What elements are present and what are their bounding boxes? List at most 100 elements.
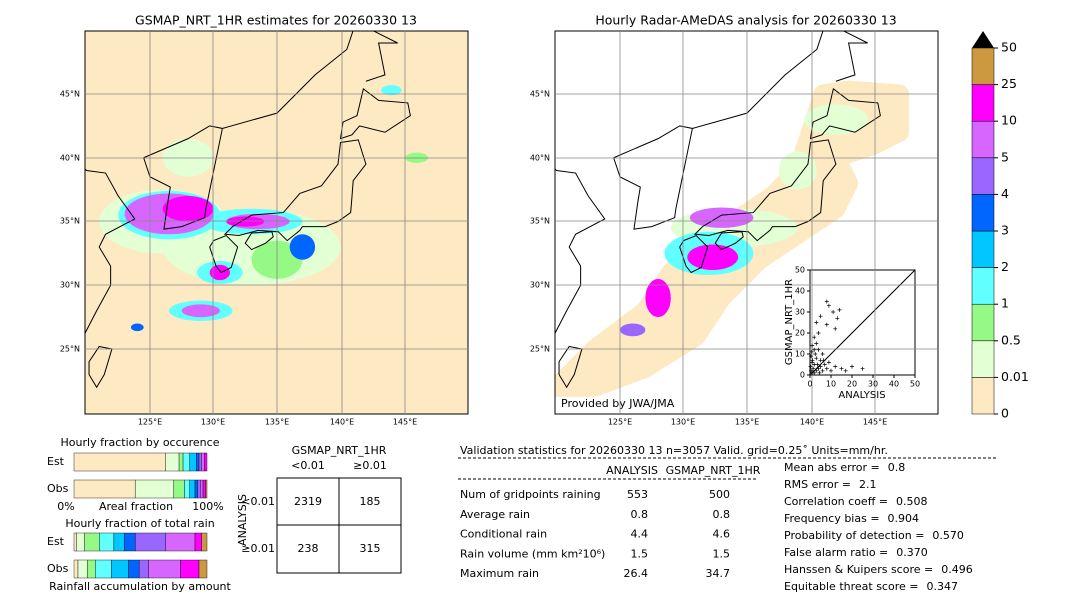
scatter-point [812,335,817,340]
x-tick-label: 0 [807,380,812,389]
colorbar-extend [972,31,994,48]
scatter-point [818,364,823,369]
colorbar-segment [971,84,995,122]
fraction-segment [87,559,96,579]
y-tick-label: 0 [800,371,805,380]
fraction-segment [198,559,208,579]
score-value: 0.8 [888,461,906,474]
score-label: Equitable threat score = [784,580,918,593]
lon-label: 135°E [265,418,289,427]
scatter-point [821,358,826,363]
fraction-segment [73,452,166,472]
fraction-segment [134,479,174,499]
score-label: Hanssen & Kuipers score = [784,563,933,576]
fraction-segment [77,559,88,579]
fraction-segment [99,532,115,552]
lat-label: 30°N [530,281,550,290]
map-frame [554,30,939,415]
fraction-segment [189,479,196,499]
lon-label: 145°E [863,418,887,427]
fraction-segment [204,452,208,472]
scatter-point [810,360,815,365]
scatter-point [817,370,822,375]
lat-label: 35°N [60,217,80,226]
fraction-segment [178,452,184,472]
map-frame [84,30,469,415]
rain-field [61,30,429,387]
lat-label: 40°N [60,154,80,163]
colorbar-label: 25 [1001,76,1017,91]
scatter-point [833,364,838,369]
row-label: Est [47,455,65,468]
row-label: <0.01 [241,495,275,508]
scatter-point [814,356,819,361]
x-tick-label: 40 [889,380,899,389]
colorbar-label: 1 [1001,296,1009,311]
fraction-segment [73,532,77,552]
stat-value: 0.8 [631,508,649,521]
cell: 238 [298,542,319,555]
fraction-segment [198,452,202,472]
map-title: GSMAP_NRT_1HR estimates for 20260330 13 [135,13,417,28]
colorbar-label: 3 [1001,223,1009,238]
stat-value: 1.5 [631,547,649,560]
stat-value: 1.5 [713,547,731,560]
x-tick-label: 20 [847,380,857,389]
colorbar-segment [971,377,995,415]
colorbar-label: 10 [1001,113,1017,128]
colorbar-segment [971,47,995,85]
row-label: ≥0.01 [241,542,275,555]
fraction-segment [194,479,198,499]
scatter-point [839,366,844,371]
stat-label: Maximum rain [460,567,539,580]
stat-label: Conditional rain [460,528,547,541]
colorbar-label: 0.01 [1001,369,1029,384]
scatter-point [850,364,854,369]
fraction-segment [165,532,196,552]
stat-value: 0.8 [713,508,731,521]
scatter-point [860,366,865,371]
y-tick-label: 30 [795,308,805,317]
stats-header: Validation statistics for 20260330 13 n=… [460,444,888,457]
right-map: Hourly Radar-AMeDAS analysis for 2026033… [554,13,939,415]
colorbar-label: 4 [1001,186,1009,201]
fraction-segment [113,532,125,552]
fraction-segment [173,479,185,499]
colorbar-label: 5 [1001,149,1009,164]
x-tick-label: 50 [910,380,920,389]
colorbar-segment [971,157,995,195]
fraction-segment [180,559,200,579]
scatter-point [831,310,836,314]
score-value: 0.508 [896,495,928,508]
lon-label: 140°E [800,418,824,427]
scatter-point [809,368,814,373]
score-value: 2.1 [859,478,877,491]
scatter-point [808,364,813,369]
scatter-point [809,349,814,354]
row-label: Obs [47,482,69,495]
x-tick-label: 10 [826,380,836,389]
colorbar-segment [971,120,995,159]
scatter-point [815,362,820,367]
credit: Provided by JWA/JMA [561,397,675,410]
fraction-segment [189,452,197,472]
y-tick-label: 50 [795,266,805,275]
score-label: Correlation coeff = [784,495,888,508]
colorbar-label: 50 [1001,40,1017,55]
scatter-point [826,360,831,365]
col-label: ≥0.01 [353,459,387,472]
scatter-point [824,299,829,304]
scatter-point [818,314,823,319]
fraction-segment [196,452,200,472]
axis-right: 100% [192,500,223,513]
row-label: Est [47,535,65,548]
score-label: Mean abs error = [784,461,880,474]
row-title: ANALYSIS [236,494,249,546]
axis-label: Areal fraction [99,500,173,513]
scatter-point [816,331,821,335]
y-tick-label: 20 [795,329,805,338]
fraction-segment [182,452,190,472]
colorbar-label: 0 [1001,406,1009,421]
stat-label: Rain volume (mm km²10⁶) [460,547,605,560]
